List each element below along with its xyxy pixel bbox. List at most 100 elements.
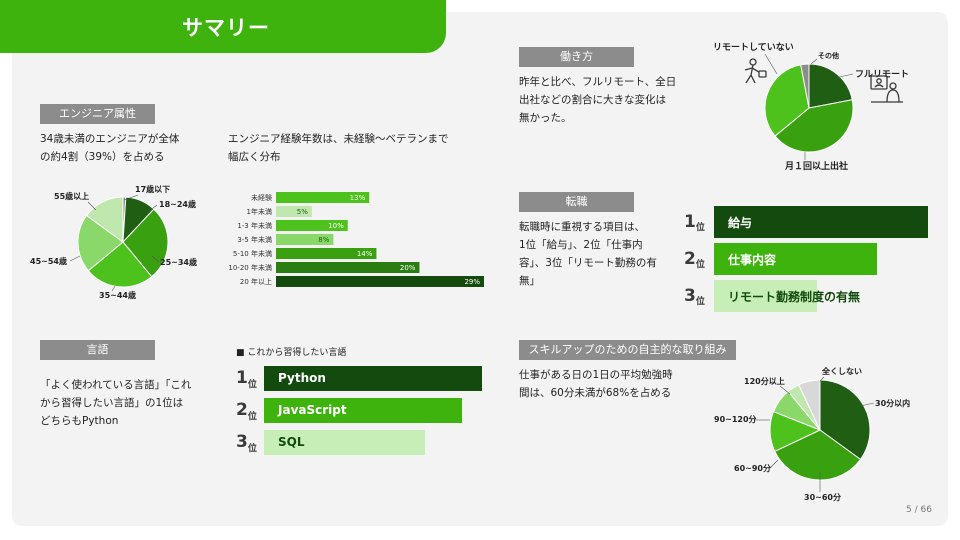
experience-category-label: 未経験 xyxy=(251,193,272,202)
language-rank-label: JavaScript xyxy=(278,402,347,417)
age-pie-slice xyxy=(77,214,124,272)
work-pie-leader-line xyxy=(810,58,818,65)
skill-pie-leader-line xyxy=(769,459,779,469)
jobchange-rank-bar xyxy=(714,280,817,312)
experience-bar xyxy=(276,192,370,203)
jobchange-rank-row: 1 位 給与 xyxy=(684,206,930,238)
section-label-workstyle: 働き方 xyxy=(519,47,634,67)
skill-pie-slice xyxy=(774,429,862,481)
experience-value-label: 29% xyxy=(464,278,480,286)
experience-category-label: 1-3 年未満 xyxy=(237,221,272,230)
jobchange-rank-row: 3 位 リモート勤務制度の有無 xyxy=(684,280,930,312)
skill-pie-leader-line xyxy=(819,376,825,382)
engineer-summary: 34歳未満のエンジニアが全体 の約4割（39%）を占める xyxy=(40,130,215,166)
language-rank-suffix: 位 xyxy=(247,379,257,390)
engineer-text-line2: の約4割（39%）を占める xyxy=(40,151,165,163)
experience-category-label: 5-10 年未満 xyxy=(233,249,272,258)
jobchange-rank-row: 2 位 仕事内容 xyxy=(684,243,930,275)
jobchange-text-line2: 1位「給与」、2位「仕事内 xyxy=(519,239,643,251)
walking-person-icon xyxy=(744,58,767,84)
experience-bar xyxy=(276,206,312,217)
jobchange-rank-label: 給与 xyxy=(728,216,753,230)
work-pie-slice xyxy=(764,64,810,137)
jobchange-rank-number: 2 xyxy=(684,248,696,269)
experience-bar xyxy=(276,276,484,287)
engineer-text-line1: 34歳未満のエンジニアが全体 xyxy=(40,133,180,145)
age-pie-label: 25~34歳 xyxy=(160,257,197,267)
jobchange-rank-suffix: 位 xyxy=(695,223,705,233)
age-pie-leader-line xyxy=(69,255,81,262)
language-rank-number: 1 xyxy=(236,368,248,388)
language-rank-number: 2 xyxy=(236,400,248,420)
work-pie-label: リモートしていない xyxy=(713,42,794,53)
experience-value-label: 10% xyxy=(328,222,344,230)
experience-value-label: 13% xyxy=(350,194,366,202)
jobchange-rank-number: 1 xyxy=(684,211,696,232)
language-ranking: 1 位 Python 2 位 JavaScript 3 位 SQL xyxy=(236,366,484,460)
jobchange-rank-number: 3 xyxy=(684,285,696,306)
jobchange-rank-bar xyxy=(714,206,928,238)
language-rank-label: SQL xyxy=(278,434,305,449)
language-rank-bar xyxy=(264,430,425,455)
age-pie-label: 55歳以上 xyxy=(54,191,89,201)
experience-bar xyxy=(276,248,377,259)
skill-pie-slice xyxy=(798,379,821,431)
skill-pie-label: 90~120分 xyxy=(714,414,757,424)
language-text-line2: から習得したい言語」の1位は xyxy=(40,397,184,409)
age-pie-slice xyxy=(85,196,124,243)
jobchange-text-line4: 無」 xyxy=(519,275,540,287)
jobchange-summary: 転職時に重視する項目は、 1位「給与」、2位「仕事内 容」、3位「リモート勤務の… xyxy=(519,218,679,290)
jobchange-rank-suffix: 位 xyxy=(695,260,705,270)
experience-bar xyxy=(276,262,420,273)
language-text-line1: 「よく使われている言語」「これ xyxy=(40,379,192,391)
page-title: サマリー xyxy=(182,16,270,40)
skill-pie-label: 全くしない xyxy=(821,366,862,376)
language-rank-suffix: 位 xyxy=(247,411,257,422)
language-text-line3: どちらもPython xyxy=(40,415,119,427)
language-rank-row: 1 位 Python xyxy=(236,366,484,391)
jobchange-ranking: 1 位給与 2 位仕事内容 3 位リモート勤務制度の有無 xyxy=(684,206,930,316)
experience-bar-chart: 未経験 13% 1年未満 5% 1-3 年未満 10% 3-5 年未満 8% 5-10 年未満 1… xyxy=(228,192,484,287)
skill-pie-leader-line xyxy=(779,385,791,395)
language-rank-row: 2 位 JavaScript xyxy=(236,398,484,423)
workstyle-text-line3: 無かった。 xyxy=(519,112,572,124)
workstyle-summary: 昨年と比べ、フルリモート、全日 出社などの割合に大きな変化は 無かった。 xyxy=(519,73,694,127)
skillup-summary: 仕事がある日の1日の平均勉強時 間は、60分未満が68%を占める xyxy=(519,366,699,402)
section-label-skillup: スキルアップのための自主的な取り組み xyxy=(519,340,736,360)
remote-worker-icon xyxy=(870,75,903,103)
age-pie-label: 45~54歳 xyxy=(30,256,67,266)
experience-value-label: 20% xyxy=(400,264,416,272)
experience-category-label: 1年未満 xyxy=(247,207,272,216)
title-banner: サマリー xyxy=(0,0,446,53)
jobchange-rank-bar xyxy=(714,243,877,275)
language-rank-number: 3 xyxy=(236,432,248,452)
age-pie-leader-line xyxy=(123,194,139,201)
section-label-jobchange: 転職 xyxy=(519,192,634,212)
work-pie-label: 月１回以上出社 xyxy=(784,160,848,172)
experience-text-line2: 幅広く分布 xyxy=(228,151,281,163)
skillup-text-line1: 仕事がある日の1日の平均勉強時 xyxy=(519,369,673,381)
age-pie-leader-line xyxy=(111,285,116,292)
work-pie-leader-line xyxy=(834,73,854,79)
skill-pie-slice xyxy=(819,379,871,461)
experience-text-line1: エンジニア経験年数は、未経験〜ベテランまで xyxy=(228,133,449,145)
section-label-engineer: エンジニア属性 xyxy=(40,104,155,124)
age-pie-chart: 17歳以下 18~24歳 25~34歳 35~44歳 45~54歳 55歳以上 xyxy=(30,184,197,300)
age-pie-label: 18~24歳 xyxy=(159,199,196,209)
workstyle-text-line2: 出社などの割合に大きな変化は xyxy=(519,94,666,106)
age-pie-label: 17歳以下 xyxy=(135,184,170,194)
age-pie-leader-line xyxy=(147,204,158,213)
experience-value-label: 8% xyxy=(318,236,329,244)
age-pie-slice xyxy=(87,241,153,288)
skill-pie-label: 30~60分 xyxy=(804,492,841,502)
experience-category-label: 3-5 年未満 xyxy=(237,235,272,244)
language-rank-suffix: 位 xyxy=(247,443,257,454)
experience-value-label: 5% xyxy=(297,208,308,216)
skill-pie-label: 30分以内 xyxy=(875,398,910,408)
skill-pie-label: 120分以上 xyxy=(744,376,785,386)
work-pie-label: その他 xyxy=(818,51,839,60)
workstyle-text-line1: 昨年と比べ、フルリモート、全日 xyxy=(519,76,677,88)
age-pie-leader-line xyxy=(87,201,97,211)
jobchange-rank-label: リモート勤務制度の有無 xyxy=(728,290,861,304)
